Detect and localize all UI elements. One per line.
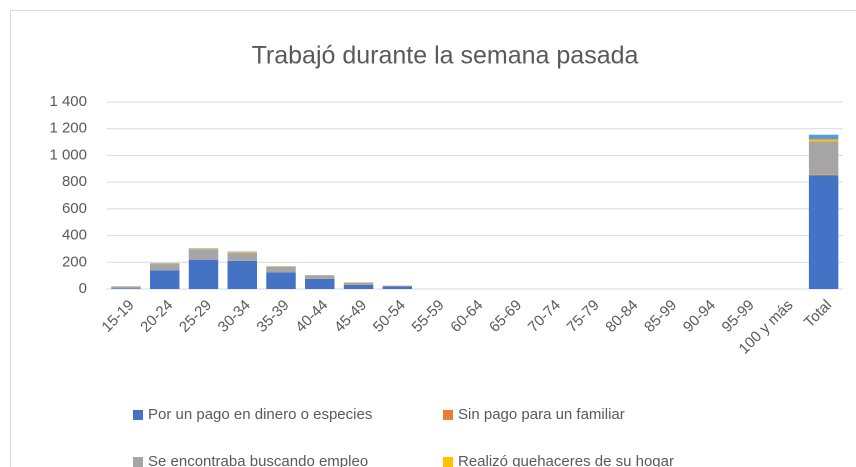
y-tick-label: 400 — [62, 227, 87, 244]
bar-segment — [808, 175, 839, 289]
bar-segment — [266, 266, 296, 273]
bar-segment — [305, 275, 335, 279]
legend-label: Sin pago para un familiar — [458, 406, 625, 423]
bar-segment — [305, 278, 335, 289]
bar-segment — [808, 134, 839, 140]
y-tick-label: 1 000 — [49, 146, 87, 163]
bar-segment — [382, 285, 413, 287]
bar-segment — [150, 263, 180, 271]
bar-segment — [343, 284, 374, 289]
bar-segment — [227, 252, 257, 261]
bar-segment — [808, 139, 839, 142]
legend-label: Se encontraba buscando empleo — [148, 453, 368, 467]
legend-swatch — [443, 410, 453, 420]
bar-segment — [150, 270, 180, 289]
legend-label: Por un pago en dinero o especies — [148, 406, 372, 423]
bar-segment — [227, 260, 257, 289]
bar-segment — [111, 288, 141, 289]
bar-segment — [227, 252, 257, 253]
bar-segment — [808, 141, 839, 175]
legend-swatch — [133, 410, 143, 420]
y-tick-label: 200 — [62, 253, 87, 270]
chart-title: Trabajó durante la semana pasada — [252, 42, 639, 70]
y-tick-label: 800 — [62, 173, 87, 190]
bar-segment — [111, 286, 141, 289]
chart-frame — [10, 10, 856, 467]
y-tick-label: 0 — [79, 280, 87, 297]
bar-segment — [382, 286, 413, 289]
bar-segment — [188, 259, 219, 289]
bar-segment — [343, 282, 374, 285]
bar-segment — [808, 174, 839, 176]
legend-swatch — [443, 457, 453, 467]
y-tick-label: 1 200 — [49, 120, 87, 137]
legend-label: Realizó quehaceres de su hogar — [458, 453, 674, 467]
y-tick-label: 1 400 — [49, 93, 87, 110]
bar-segment — [188, 248, 219, 250]
bar-segment — [266, 272, 296, 289]
legend-swatch — [133, 457, 143, 467]
bar-segment — [188, 249, 219, 260]
y-tick-label: 600 — [62, 200, 87, 217]
